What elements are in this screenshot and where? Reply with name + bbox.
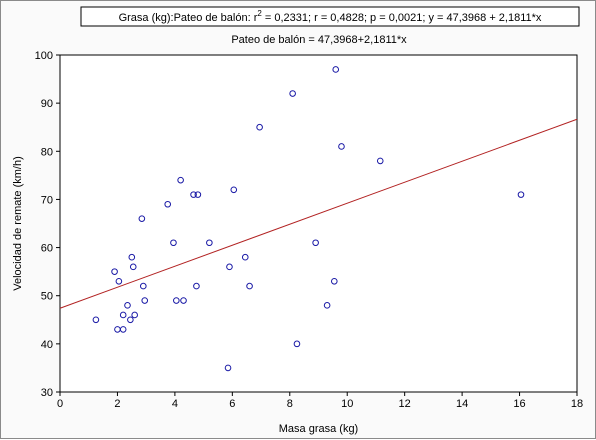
data-point <box>164 200 172 208</box>
x-tick-label: 14 <box>456 398 468 410</box>
data-point <box>246 282 253 290</box>
data-point <box>332 66 340 73</box>
data-point <box>194 191 202 198</box>
y-tick-label: 30 <box>41 387 53 399</box>
data-point <box>127 316 134 324</box>
y-tick-label: 40 <box>41 339 53 351</box>
x-tick-label: 8 <box>287 398 293 410</box>
y-axis-label: Velocidad de remate (km/h) <box>12 156 24 291</box>
y-tick-label: 50 <box>41 291 53 303</box>
legend-box <box>80 6 580 27</box>
data-point <box>141 297 149 304</box>
data-point <box>170 239 177 247</box>
data-point <box>256 123 263 131</box>
data-point <box>173 297 180 304</box>
data-point <box>376 157 384 165</box>
x-tick-label: 12 <box>399 398 411 410</box>
x-tick-label: 2 <box>114 398 120 410</box>
data-point <box>138 215 146 222</box>
data-point <box>111 268 118 275</box>
data-point <box>517 191 525 198</box>
x-tick-label: 16 <box>513 398 525 410</box>
y-tick-label: 100 <box>35 50 53 62</box>
chart-title: Pateo de balón = 47,3968+2,1811*x <box>231 34 407 46</box>
regression-line <box>59 118 578 309</box>
data-point <box>129 263 137 271</box>
x-axis-label: Masa grasa (kg) <box>279 423 358 435</box>
data-point <box>193 282 200 290</box>
data-point <box>312 239 319 247</box>
x-tick-label: 6 <box>229 398 235 410</box>
data-point <box>289 90 296 97</box>
regression-line-group <box>59 118 578 309</box>
data-point <box>119 326 127 333</box>
data-point <box>230 186 238 194</box>
x-tick-label: 0 <box>57 398 63 410</box>
x-tick-label: 10 <box>341 398 353 410</box>
data-point <box>224 364 232 372</box>
data-point <box>115 277 123 285</box>
data-point <box>124 302 131 309</box>
data-point <box>177 176 184 184</box>
data-point <box>139 282 147 290</box>
data-point <box>241 253 249 261</box>
plot-area <box>59 54 578 393</box>
data-point <box>119 311 127 319</box>
data-point <box>206 239 213 247</box>
data-point <box>330 277 338 285</box>
legend-text: Grasa (kg):Pateo de balón: r2 = 0,2331; … <box>119 9 542 24</box>
data-point <box>190 191 197 198</box>
data-point <box>92 316 100 324</box>
data-points <box>92 66 525 372</box>
y-tick-label: 90 <box>41 98 53 110</box>
data-point <box>323 302 331 309</box>
y-tick-label: 70 <box>41 194 53 206</box>
data-point <box>180 297 187 304</box>
data-point <box>131 311 138 319</box>
x-tick-label: 4 <box>172 398 178 410</box>
y-tick-label: 80 <box>41 146 53 158</box>
data-point <box>338 143 345 150</box>
data-point <box>226 263 233 271</box>
x-tick-label: 18 <box>571 398 583 410</box>
data-point <box>128 253 136 261</box>
y-tick-label: 60 <box>41 243 53 255</box>
axis-ticks: 0 2 4 6 8 10 12 14 16 18 30 40 50 60 70 80 90 100 <box>35 50 583 410</box>
data-point <box>293 340 301 348</box>
